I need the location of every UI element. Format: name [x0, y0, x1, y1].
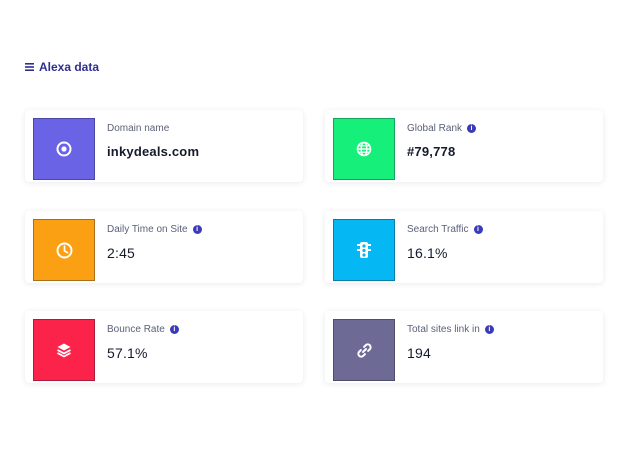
stat-value: #79,778 — [407, 144, 456, 159]
clock-icon — [56, 242, 73, 259]
section-title-text: Alexa data — [39, 60, 100, 74]
stat-value: 194 — [407, 345, 431, 361]
info-icon[interactable]: i — [169, 325, 179, 334]
stat-value: inkydeals.com — [107, 144, 200, 159]
globe-icon — [356, 141, 372, 157]
link-icon — [356, 342, 373, 359]
stat-tile — [33, 319, 95, 381]
stat-card-search-traffic: Search Traffic i 16.1% — [325, 211, 603, 283]
stat-tile — [33, 118, 95, 180]
stat-label: Total sites link in — [407, 324, 480, 335]
stat-value: 57.1% — [107, 345, 148, 361]
stat-value: 16.1% — [407, 245, 448, 261]
info-icon[interactable]: i — [473, 225, 483, 234]
stat-label: Global Rank — [407, 123, 463, 134]
stat-label: Domain name — [107, 123, 170, 134]
stat-card-daily-time-on-site: Daily Time on Site i 2:45 — [25, 211, 303, 283]
info-icon[interactable]: i — [467, 124, 477, 133]
stat-tile — [333, 319, 395, 381]
stat-value: 2:45 — [107, 245, 136, 261]
info-icon[interactable]: i — [192, 225, 202, 234]
traffic-light-icon — [357, 241, 371, 259]
info-icon[interactable]: i — [484, 325, 494, 334]
target-icon — [56, 141, 72, 157]
section-title: Alexa data — [25, 60, 99, 74]
layers-icon — [56, 342, 72, 358]
stats-panel: Domain name inkydeals.com Global Rank i … — [15, 95, 615, 405]
stat-card-global-rank: Global Rank i #79,778 — [325, 110, 603, 182]
stat-label: Search Traffic — [407, 224, 469, 235]
stat-card-bounce-rate: Bounce Rate i 57.1% — [25, 311, 303, 383]
stat-tile — [333, 219, 395, 281]
stat-card-total-sites-link-in: Total sites link in i 194 — [325, 311, 603, 383]
stat-card-domain-name: Domain name inkydeals.com — [25, 110, 303, 182]
stat-label: Bounce Rate — [107, 324, 165, 335]
stat-tile — [33, 219, 95, 281]
stat-tile — [333, 118, 395, 180]
menu-icon — [25, 63, 34, 71]
stat-label: Daily Time on Site — [107, 224, 188, 235]
